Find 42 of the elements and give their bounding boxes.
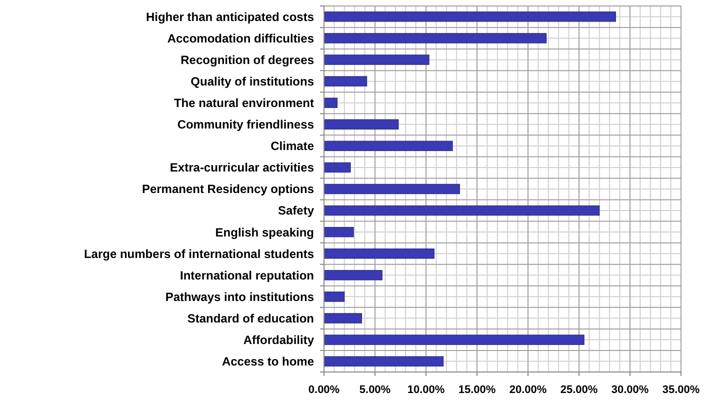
y-tick-label: The natural environment	[174, 96, 314, 110]
bar	[324, 140, 453, 152]
y-tick-label: Recognition of degrees	[180, 52, 314, 67]
bar	[324, 98, 338, 108]
bar	[324, 313, 362, 324]
y-tick-label: Pathways into institutions	[165, 290, 314, 304]
y-tick-label: Affordability	[243, 332, 314, 347]
x-tick-label: 35.00%	[662, 384, 700, 396]
bar	[324, 162, 351, 173]
bar	[324, 226, 354, 238]
bar	[324, 119, 399, 130]
y-tick-label: Access to home	[222, 354, 314, 369]
y-tick-label: Safety	[278, 204, 314, 218]
x-tick-label: 5.00%	[359, 384, 391, 396]
bar	[324, 334, 584, 345]
y-tick-label: Large numbers of international students	[84, 246, 314, 261]
bar	[324, 54, 430, 65]
y-tick-label: Standard of education	[187, 311, 314, 326]
y-tick-label: Permanent Residency options	[142, 182, 314, 196]
x-tick-label: 0.00%	[308, 384, 340, 396]
y-tick-label: Climate	[270, 139, 314, 154]
x-tick-label: 25.00%	[560, 384, 598, 396]
bar	[324, 76, 368, 86]
y-tick-label: Accomodation difficulties	[167, 31, 314, 46]
y-tick-label: Higher than anticipated costs	[146, 10, 314, 24]
bar	[324, 205, 600, 216]
y-tick-label: English speaking	[215, 225, 314, 240]
bar	[324, 292, 345, 302]
bar	[324, 356, 444, 366]
bar	[324, 184, 460, 194]
y-tick-label: Quality of institutions	[190, 74, 314, 88]
y-tick-label: Extra-curricular activities	[170, 160, 314, 175]
x-tick-label: 10.00%	[407, 384, 445, 396]
bar	[324, 270, 382, 280]
y-tick-label: International reputation	[180, 268, 314, 282]
x-tick-label: 15.00%	[458, 384, 496, 396]
x-tick-label: 20.00%	[509, 384, 547, 396]
bar	[324, 12, 616, 22]
x-tick-label: 30.00%	[611, 384, 649, 396]
bar	[324, 33, 547, 44]
y-tick-label: Community friendliness	[177, 118, 314, 132]
bar	[324, 248, 434, 259]
